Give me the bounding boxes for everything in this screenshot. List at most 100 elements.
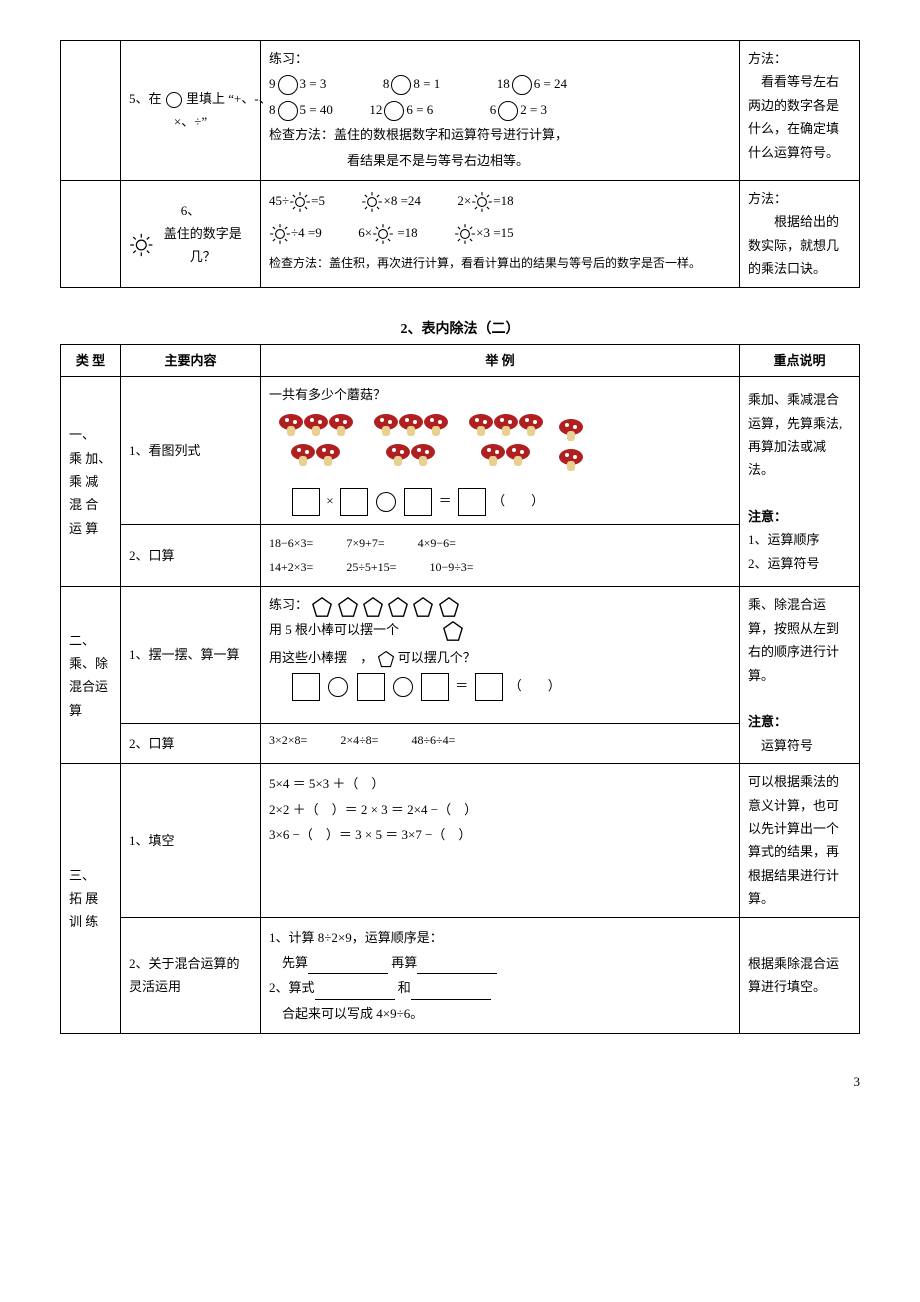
eq: 3×6 −（ ）＝ 3 × 5 ＝ 3×7 −（ ）: [269, 823, 731, 846]
example-cell-6: 45÷=5 ×8 =24 2×=18 ÷4 =9 6× =18 ×3 =15 检…: [261, 180, 740, 287]
note-cell-1: 乘加、乘减混合运算，先算乘法,再算加法或减法。 注意： 1、运算顺序 2、运算符…: [740, 376, 860, 587]
note-cell-5: 方法： 看看等号左右两边的数字各是什么，在确定填什么运算符号。: [740, 41, 860, 181]
eq: 3×2×8=: [269, 733, 307, 747]
note-cell-6: 方法： 根据给出的数实际，就想几的乘法口诀。: [740, 180, 860, 287]
eq: 10−9÷3=: [429, 560, 473, 574]
example-cell: 3×2×8= 2×4÷8= 48÷6÷4=: [261, 723, 740, 764]
sun-icon: [361, 191, 383, 213]
eq-pre: 2×: [457, 193, 471, 208]
sun-icon: [289, 191, 311, 213]
eq-post: =18: [493, 193, 513, 208]
eq: 7×9+7=: [346, 536, 384, 550]
question-text: 一共有多少个蘑菇？: [269, 383, 731, 406]
table-2: 类 型 主要内容 举 例 重点说明 一、 乘 加、乘 减 混 合 运 算 1、看…: [60, 344, 860, 1035]
sun-icon: [471, 191, 493, 213]
unit-paren: （ ）: [492, 493, 544, 508]
eq-a: 18: [497, 76, 510, 91]
eq-r: 3: [320, 76, 327, 91]
eq-mid: ×8: [383, 193, 397, 208]
eq-a: 6: [490, 102, 497, 117]
label-num: 6、: [181, 199, 201, 222]
content-cell-6: 6、 盖住的数字是几？: [121, 180, 261, 287]
note-body: 根据给出的数实际，就想几的乘法口诀。: [748, 214, 839, 276]
content-cell: 1、看图列式: [121, 376, 261, 524]
note-attention-title: 注意：: [748, 505, 851, 528]
content-cell: 2、关于混合运算的灵活运用: [121, 917, 261, 1034]
content-cell: 2、口算: [121, 723, 261, 764]
eq-r: 40: [320, 102, 333, 117]
eq-post: =15: [490, 225, 514, 240]
table-row: 二、 乘、除混合运算 1、摆一摆、算一算 练习： 用 5 根小棒可以摆一个 用这…: [61, 587, 860, 723]
note-title: 方法：: [748, 51, 787, 66]
check-text-2: 看结果是不是与等号右边相等。: [269, 149, 731, 172]
content-cell-5: 5、在 里填上 “+、-、×、÷”: [121, 41, 261, 181]
eq-b: 6: [406, 102, 413, 117]
type-cell-empty: [61, 41, 121, 181]
equation-boxes: ＝ （ ）: [289, 673, 731, 701]
line-3c: 可以摆几个？: [398, 650, 476, 665]
equation-boxes: × ＝ （ ）: [289, 488, 731, 516]
eq-a: 8: [269, 102, 276, 117]
note-title: 方法：: [748, 191, 787, 206]
l1b: 先算: [282, 955, 308, 970]
eq-b: 2: [520, 102, 527, 117]
unit-paren: （ ）: [509, 678, 561, 693]
l2b: 和: [398, 980, 411, 995]
l1a: 1、计算 8÷2×9，运算顺序是：: [269, 930, 443, 945]
check-text: 检查方法：盖住积，再次进行计算，看看计算出的结果与等号后的数字是否一样。: [269, 253, 731, 275]
eq-post: =9: [305, 225, 322, 240]
eq: 2×4÷8=: [340, 733, 378, 747]
type-cell-1: 一、 乘 加、乘 减 混 合 运 算: [61, 376, 121, 587]
table-row: 6、 盖住的数字是几？ 45÷=5 ×8 =24 2×=18 ÷4 =9 6× …: [61, 180, 860, 287]
section-2-title: 2、表内除法（二）: [60, 318, 860, 338]
eq: 25÷5+15=: [346, 560, 396, 574]
eq: 48÷6÷4=: [411, 733, 455, 747]
table-row: 三、 拓 展 训 练 1、填空 5×4 ＝ 5×3 ＋（ ） 2×2 ＋（ ）＝…: [61, 764, 860, 917]
eq-b: 8: [413, 76, 420, 91]
eq: 4×9−6=: [418, 536, 456, 550]
type-cell-2: 二、 乘、除混合运算: [61, 587, 121, 764]
pentagon-icon: [412, 596, 434, 618]
eq-a: 8: [383, 76, 390, 91]
eq-b: 6: [534, 76, 541, 91]
pentagon-icon: [442, 620, 464, 642]
eq-a: 12: [369, 102, 382, 117]
sun-icon: [129, 232, 154, 258]
example-cell: 一共有多少个蘑菇？: [261, 376, 740, 524]
practice-label: 练习：: [269, 47, 731, 70]
eq-mid: ÷4: [291, 225, 305, 240]
eq-r: 3: [541, 102, 548, 117]
table-row: 5、在 里填上 “+、-、×、÷” 练习： 93 = 3 88 = 1 186 …: [61, 41, 860, 181]
sun-icon: [372, 223, 394, 245]
note-att-1: 运算符号: [748, 734, 851, 757]
eq-post: =24: [397, 193, 421, 208]
pentagon-icon: [387, 596, 409, 618]
note-attention-title: 注意：: [748, 710, 851, 733]
example-cell: 1、计算 8÷2×9，运算顺序是： 先算 再算 2、算式 和 合起来可以写成 4…: [261, 917, 740, 1034]
header-type: 类 型: [61, 344, 121, 376]
type-cell-3: 三、 拓 展 训 练: [61, 764, 121, 1034]
check-text: 检查方法：盖住的数根据数字和运算符号进行计算，: [269, 123, 731, 146]
table-row: 一、 乘 加、乘 减 混 合 运 算 1、看图列式 一共有多少个蘑菇？: [61, 376, 860, 524]
note-cell: 可以根据乘法的意义计算，也可以先计算出一个算式的结果，再根据结果进行计算。: [740, 764, 860, 917]
note-body: 看看等号左右两边的数字各是什么，在确定填什么运算符号。: [748, 74, 839, 159]
example-cell: 5×4 ＝ 5×3 ＋（ ） 2×2 ＋（ ）＝ 2 × 3 ＝ 2×4 −（ …: [261, 764, 740, 917]
note-main: 乘加、乘减混合运算，先算乘法,再算加法或减法。: [748, 388, 851, 482]
eq-b: 3: [300, 76, 307, 91]
type-cell-empty: [61, 180, 121, 287]
sun-icon: [454, 223, 476, 245]
eq: 5×4 ＝ 5×3 ＋（ ）: [269, 772, 731, 795]
eq: 14+2×3=: [269, 560, 313, 574]
mushroom-groups: [269, 412, 731, 482]
eq-r: 6: [427, 102, 434, 117]
note-att-1: 1、运算顺序: [748, 528, 851, 551]
practice-label: 练习：: [269, 597, 308, 612]
note-cell: 根据乘除混合运算进行填空。: [740, 917, 860, 1034]
header-example: 举 例: [261, 344, 740, 376]
eq-post: =5: [311, 193, 325, 208]
l2a: 2、算式: [269, 980, 315, 995]
eq: 2×2 ＋（ ）＝ 2 × 3 ＝ 2×4 −（ ）: [269, 798, 731, 821]
content-cell: 1、填空: [121, 764, 261, 917]
table-row: 2、关于混合运算的灵活运用 1、计算 8÷2×9，运算顺序是： 先算 再算 2、…: [61, 917, 860, 1034]
label-text: 盖住的数字是几？: [154, 222, 252, 269]
